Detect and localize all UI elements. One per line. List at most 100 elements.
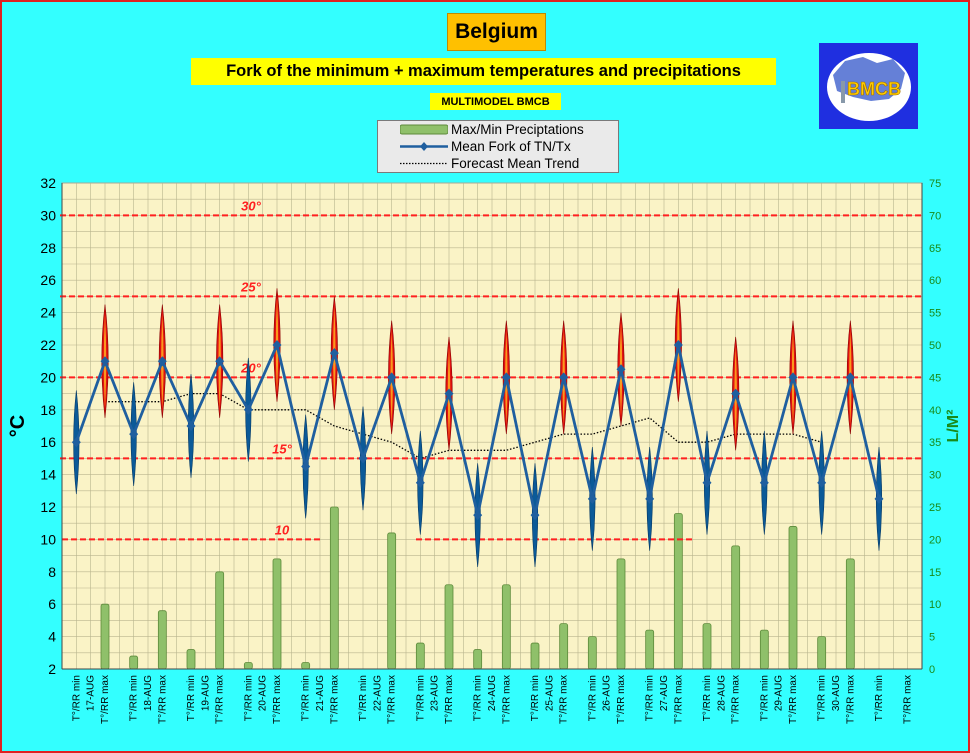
mean-fork-point bbox=[559, 372, 569, 383]
date-label: 24-AUG bbox=[487, 675, 498, 711]
y-tick-label: 16 bbox=[40, 434, 56, 450]
y2-axis-label: L/M² bbox=[945, 410, 962, 443]
x-tick-label: T°/RR min bbox=[358, 675, 369, 721]
x-tick-label: T°/RR min bbox=[587, 675, 598, 721]
mean-fork-point bbox=[673, 340, 683, 350]
date-label: 23-AUG bbox=[430, 675, 441, 711]
x-tick-label: T°/RR max bbox=[100, 675, 111, 724]
y2-tick-label: 70 bbox=[929, 210, 941, 222]
x-tick-label: T°/RR max bbox=[157, 675, 168, 724]
y2-tick-label: 40 bbox=[929, 405, 941, 417]
legend-label: Max/Min Preciptations bbox=[451, 122, 584, 137]
mean-fork-point bbox=[731, 388, 741, 399]
chart-legend: Max/Min Preciptations Mean Fork of TN/Tx… bbox=[377, 120, 619, 173]
y-axis-label: °C bbox=[7, 415, 29, 437]
x-tick-label: T°/RR max bbox=[329, 675, 340, 724]
y2-tick-label: 25 bbox=[929, 502, 941, 514]
mean-fork-point bbox=[530, 510, 540, 521]
y2-tick-label: 10 bbox=[929, 599, 941, 611]
trend-line bbox=[105, 392, 822, 460]
date-label: 22-AUG bbox=[372, 675, 383, 711]
y2-tick-label: 15 bbox=[929, 567, 941, 579]
x-tick-label: T°/RR min bbox=[817, 675, 828, 721]
x-tick-label: T°/RR max bbox=[845, 675, 856, 724]
mean-fork-point bbox=[215, 356, 225, 367]
y2-tick-label: 5 bbox=[929, 632, 935, 644]
x-tick-label: T°/RR min bbox=[186, 675, 197, 721]
x-tick-label: T°/RR min bbox=[415, 675, 426, 721]
legend-item-mean-fork: Mean Fork of TN/Tx bbox=[378, 138, 618, 155]
mean-fork-point bbox=[157, 356, 167, 367]
x-tick-label: T°/RR max bbox=[387, 675, 398, 724]
precip-bar bbox=[301, 662, 311, 670]
legend-item-mean-trend: Forecast Mean Trend bbox=[378, 155, 618, 172]
x-tick-label: T°/RR min bbox=[645, 675, 656, 721]
x-tick-label: T°/RR max bbox=[272, 675, 283, 724]
y2-tick-label: 0 bbox=[929, 664, 935, 676]
mean-fork-point bbox=[444, 388, 454, 399]
precip-bar bbox=[501, 584, 511, 670]
precip-bar bbox=[129, 655, 139, 670]
precip-bar bbox=[788, 526, 798, 670]
date-label: 20-AUG bbox=[258, 675, 269, 711]
logo-text: BMCB bbox=[847, 79, 901, 99]
mean-fork-point bbox=[387, 372, 397, 383]
x-tick-label: T°/RR min bbox=[71, 675, 82, 721]
mean-fork-point bbox=[329, 348, 339, 359]
legend-label: Mean Fork of TN/Tx bbox=[451, 139, 571, 154]
precip-bar bbox=[186, 649, 196, 670]
precip-bar bbox=[215, 571, 225, 670]
mean-fork-point bbox=[788, 372, 798, 383]
mean-fork-point bbox=[645, 493, 655, 504]
x-tick-label: T°/RR max bbox=[215, 675, 226, 724]
x-tick-label: T°/RR max bbox=[559, 675, 570, 724]
y2-tick-label: 20 bbox=[929, 534, 941, 546]
mean-fork-point bbox=[874, 493, 884, 504]
y2-tick-label: 65 bbox=[929, 243, 941, 255]
mean-fork-point bbox=[301, 461, 311, 472]
mean-fork-point bbox=[186, 421, 196, 431]
date-label: 25-AUG bbox=[544, 675, 555, 711]
date-label: 18-AUG bbox=[143, 675, 154, 711]
mean-fork-point bbox=[501, 372, 511, 383]
mean-fork-point bbox=[759, 477, 769, 488]
date-label: 19-AUG bbox=[200, 675, 211, 711]
x-tick-label: T°/RR max bbox=[788, 675, 799, 724]
mean-fork-point bbox=[243, 404, 253, 415]
date-label: 21-AUG bbox=[315, 675, 326, 711]
legend-item-precipitation: Max/Min Preciptations bbox=[378, 121, 618, 138]
precip-bar bbox=[272, 558, 282, 670]
x-tick-label: T°/RR max bbox=[903, 675, 914, 724]
date-label: 28-AUG bbox=[716, 675, 727, 711]
date-label: 30-AUG bbox=[831, 675, 842, 711]
precip-bar bbox=[243, 662, 253, 670]
precip-bar bbox=[845, 558, 855, 670]
y2-tick-label: 60 bbox=[929, 275, 941, 287]
y2-tick-label: 50 bbox=[929, 340, 941, 352]
chart-title: Belgium bbox=[447, 13, 546, 51]
x-tick-label: T°/RR min bbox=[530, 675, 541, 721]
x-tick-label: T°/RR max bbox=[616, 675, 627, 724]
x-tick-label: T°/RR min bbox=[874, 675, 885, 721]
precip-bar bbox=[329, 506, 339, 670]
threshold-label: 25° bbox=[240, 279, 261, 294]
y2-tick-label: 30 bbox=[929, 470, 941, 482]
mean-fork-point bbox=[272, 340, 282, 350]
model-label: MULTIMODEL BMCB bbox=[430, 93, 561, 110]
y-tick-label: 28 bbox=[40, 240, 56, 256]
precip-bar bbox=[559, 623, 569, 670]
y-tick-label: 32 bbox=[40, 175, 56, 191]
mean-fork-point bbox=[100, 356, 110, 367]
y-tick-label: 20 bbox=[40, 369, 56, 385]
x-tick-label: T°/RR min bbox=[129, 675, 140, 721]
mean-fork-point bbox=[845, 372, 855, 383]
y2-tick-label: 55 bbox=[929, 308, 941, 320]
precip-bar bbox=[387, 532, 397, 670]
x-tick-label: T°/RR min bbox=[473, 675, 484, 721]
y-tick-label: 8 bbox=[48, 564, 56, 580]
x-tick-label: T°/RR max bbox=[673, 675, 684, 724]
date-label: 27-AUG bbox=[659, 675, 670, 711]
precip-bar bbox=[415, 642, 425, 670]
mean-fork-point bbox=[587, 493, 597, 504]
